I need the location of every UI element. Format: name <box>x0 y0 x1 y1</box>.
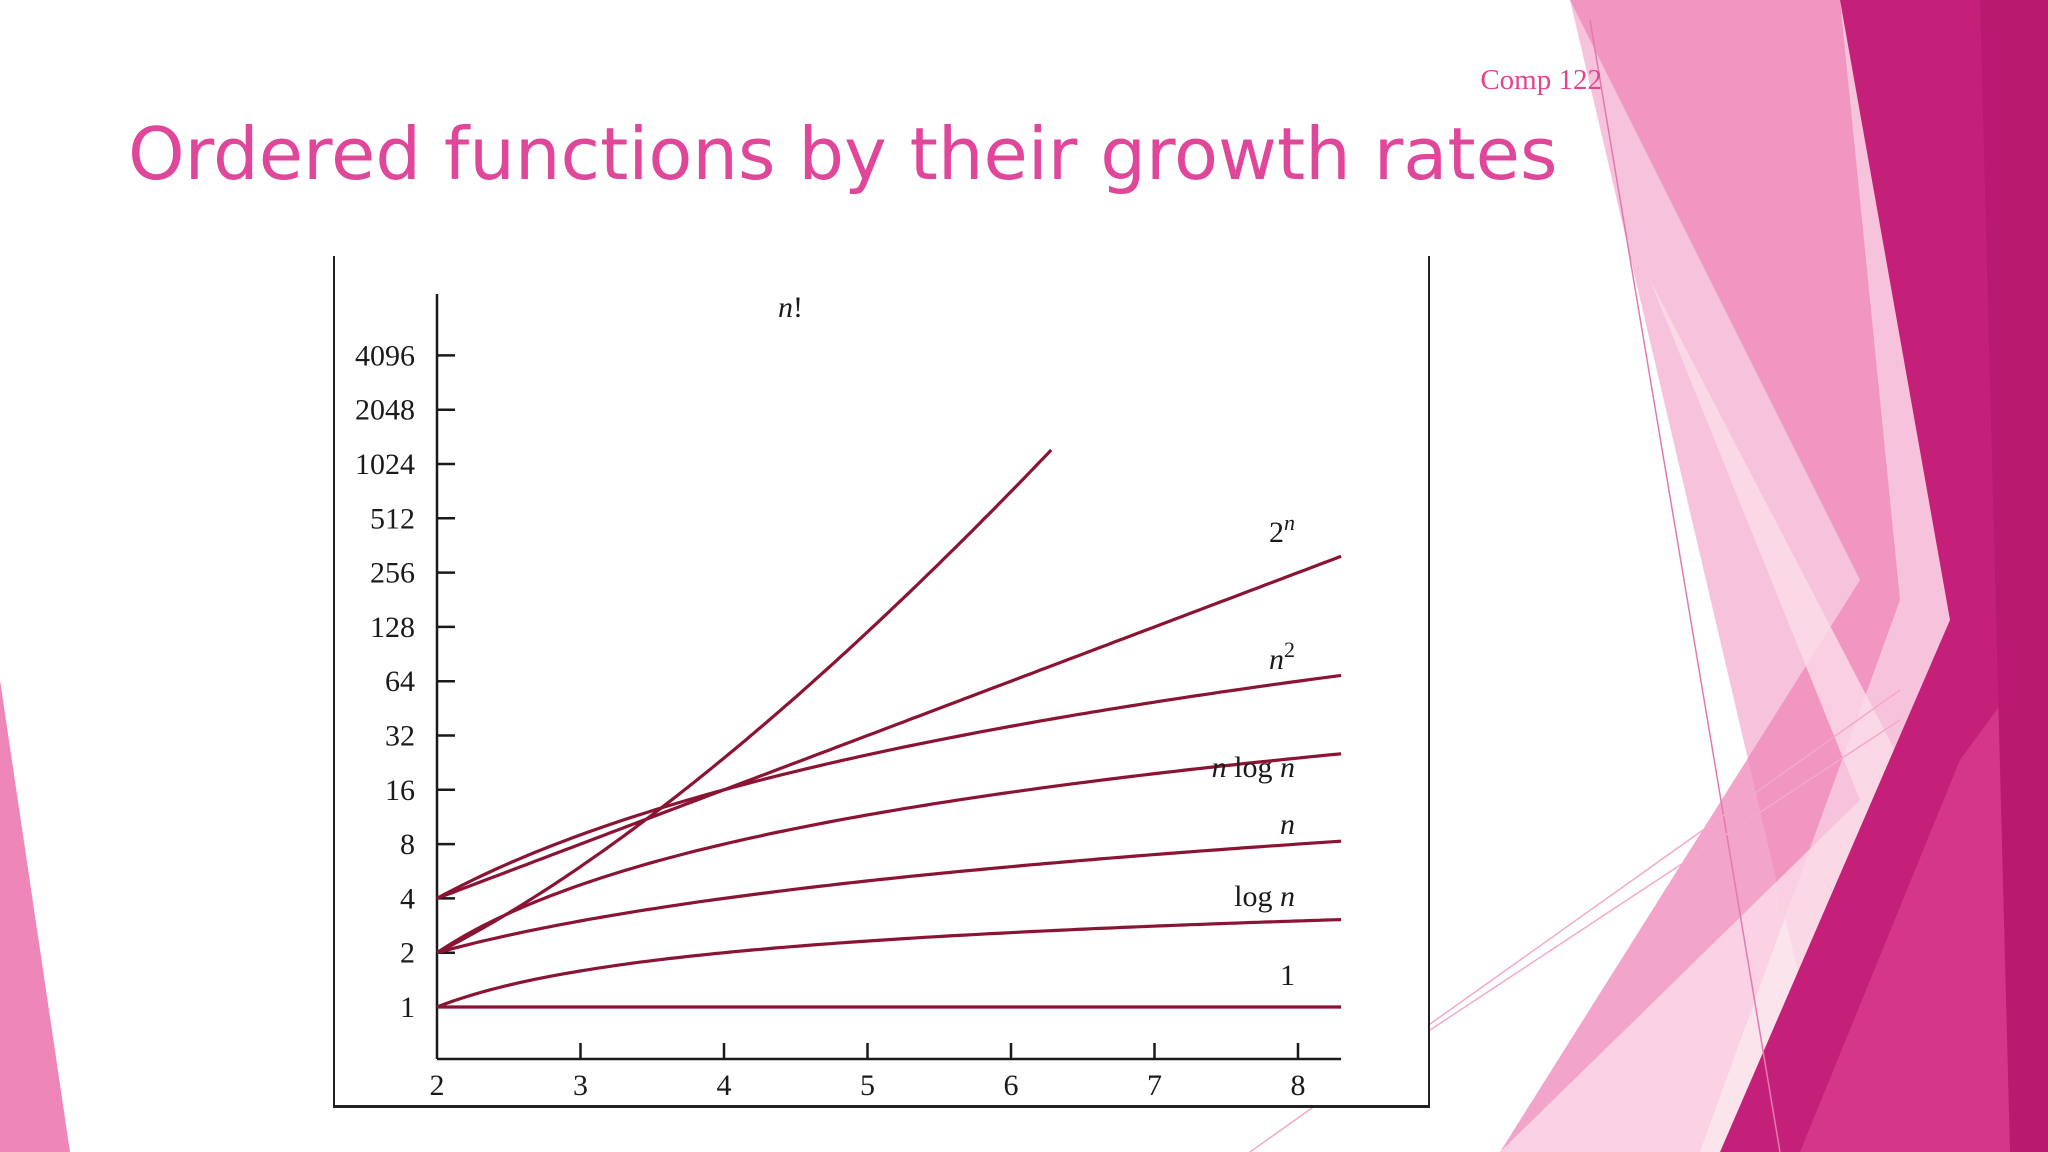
series-label: 1 <box>1280 959 1295 992</box>
series-line <box>436 554 1342 900</box>
series-label: n <box>1280 808 1295 841</box>
decor-right-pale-facet <box>1500 280 1900 1152</box>
x-tick-label: 7 <box>1147 1069 1162 1102</box>
decor-right-edge <box>1980 0 2048 1152</box>
y-tick-label: 32 <box>385 720 415 753</box>
decor-left-stripe <box>0 680 70 1152</box>
series-label: n! <box>778 291 803 324</box>
y-tick-label: 128 <box>370 611 415 644</box>
growth-rate-chart: 1 2 4 8 16 32 64 128 256 512 1024 2048 4096 2 3 4 5 6 7 8 1 l… <box>355 291 1342 1102</box>
y-tick-label: 2 <box>400 937 415 970</box>
y-tick-label: 1024 <box>355 448 415 481</box>
series-line <box>436 448 1053 955</box>
y-tick-label: 8 <box>400 828 415 861</box>
y-tick-label: 1 <box>400 991 415 1024</box>
series-label: n2 <box>1269 637 1295 677</box>
series-line <box>436 673 1342 900</box>
x-tick-label: 6 <box>1004 1069 1019 1102</box>
decor-thin-line-2 <box>1429 719 1901 1031</box>
y-tick-label: 4 <box>400 882 415 915</box>
y-tick-label: 256 <box>370 557 415 590</box>
x-tick-label: 8 <box>1291 1069 1306 1102</box>
y-tick-label: 16 <box>385 774 415 807</box>
series-label: log n <box>1234 880 1295 913</box>
x-tick-label: 3 <box>573 1069 588 1102</box>
series-line <box>436 918 1342 1009</box>
series-line <box>436 839 1342 955</box>
y-tick-label: 4096 <box>355 339 415 372</box>
y-tick-label: 64 <box>385 665 415 698</box>
decor-right-mid-overlay <box>1800 640 2048 1152</box>
x-tick-label: 5 <box>860 1069 875 1102</box>
y-tick-label: 2048 <box>355 394 415 427</box>
slide-title: Ordered functions by their growth rates <box>128 112 1558 196</box>
course-label: Comp 122 <box>1480 64 1602 96</box>
series-label: 2n <box>1269 510 1295 550</box>
x-tick-label: 4 <box>717 1069 732 1102</box>
series-line <box>436 752 1342 955</box>
series-label: n log n <box>1212 751 1295 784</box>
x-tick-label: 2 <box>430 1069 445 1102</box>
y-tick-label: 512 <box>370 502 415 535</box>
decor-thin-line <box>1589 19 1781 1152</box>
chart-frame: 1 2 4 8 16 32 64 128 256 512 1024 2048 4096 2 3 4 5 6 7 8 1 l… <box>333 256 1430 1108</box>
